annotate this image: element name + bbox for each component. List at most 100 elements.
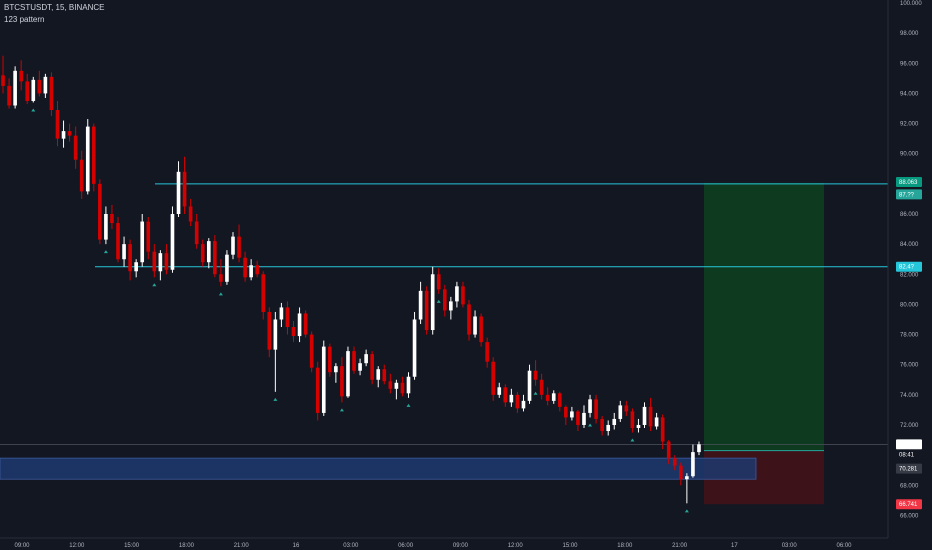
candle-body (509, 394, 514, 403)
candle-body (158, 253, 163, 272)
candle-body (43, 76, 48, 94)
candle-body (697, 444, 701, 453)
price-tags: 88.063 87.?? 82.4? 70.714 08:41 70.281 66.741 (896, 177, 922, 510)
candle-body (400, 382, 405, 394)
candle-body (279, 307, 284, 320)
target-price-tag-label: 88.063 (899, 180, 918, 186)
time-tick-label: 15:00 (124, 543, 140, 549)
candle-body (382, 369, 387, 382)
lower-level-tag-bg (896, 261, 922, 272)
price-tick-label: 92.000 (900, 122, 919, 128)
price-tick-label: 82.000 (900, 272, 919, 278)
time-tick-label: 18:00 (179, 543, 195, 549)
candle-body (219, 274, 223, 282)
candle-body (679, 465, 683, 480)
candle-body (164, 253, 169, 270)
candle-body (116, 223, 120, 260)
pattern-marker (588, 423, 593, 427)
indicator-name: 123 pattern (4, 15, 45, 24)
candle-body (291, 327, 296, 337)
time-tick-label: 09:00 (14, 543, 30, 549)
countdown-tag-bg (896, 449, 922, 460)
candle-body (285, 307, 290, 328)
candle-body (503, 387, 508, 403)
candle-body (261, 274, 266, 312)
candle-body (473, 316, 477, 335)
time-axis[interactable]: 09:00 12:00 15:00 18:00 21:00 16 03:00 06:00 09:… (0, 537, 888, 549)
candle-body (691, 452, 695, 477)
candle-body (570, 411, 574, 418)
zones-layer (0, 182, 824, 505)
candle-body (666, 441, 671, 459)
candle-body (37, 79, 42, 94)
price-tick-label: 68.000 (900, 483, 919, 489)
time-tick-label: 17 (731, 543, 738, 549)
candle-body (576, 411, 580, 425)
candle-body (497, 387, 502, 395)
price-tick-label: 74.000 (900, 393, 919, 399)
candle-body (7, 85, 11, 106)
pattern-marker (630, 438, 635, 442)
candle-body (412, 319, 417, 377)
candle-body (660, 417, 665, 442)
candle-body (188, 206, 193, 222)
candle-body (358, 363, 362, 371)
candle-body (539, 379, 544, 395)
candle-body (91, 126, 96, 184)
candle-body (557, 393, 562, 407)
candle-body (231, 236, 235, 255)
markers-layer (31, 108, 689, 513)
time-tick-label: 21:00 (234, 543, 250, 549)
candle-body (406, 376, 411, 394)
upper-level-tag-bg (896, 189, 922, 200)
price-tick-label: 84.000 (900, 242, 919, 248)
candle-body (225, 254, 229, 282)
time-tick-label: 09:00 (453, 543, 469, 549)
pattern-marker (273, 397, 278, 401)
candle-body (479, 316, 483, 343)
time-tick-label: 15:00 (562, 543, 578, 549)
price-tick-label: 90.000 (900, 152, 919, 158)
time-tick-label: 12:00 (508, 543, 524, 549)
price-tick-label: 96.000 (900, 61, 919, 67)
candle-body (25, 81, 30, 101)
candle-body (110, 213, 114, 224)
candle-body (515, 394, 520, 409)
candle-body (73, 135, 78, 160)
candle-body (255, 265, 260, 275)
time-tick-label: 12:00 (69, 543, 85, 549)
candle-body (424, 290, 429, 331)
candle-body (309, 334, 314, 368)
pattern-marker (684, 509, 689, 513)
candle-body (328, 346, 332, 373)
upper-level-tag-label: 87.?? (899, 192, 915, 198)
price-tick-label: 86.000 (900, 212, 919, 218)
candle-body (128, 244, 132, 272)
price-tick-label: 66.000 (900, 513, 919, 519)
candle-body (672, 458, 677, 466)
candle-body (527, 370, 532, 401)
candle-body (334, 366, 338, 373)
zone-price-tag-bg (896, 463, 922, 474)
candle-body (594, 399, 598, 419)
pattern-marker (31, 108, 36, 112)
candle-body (182, 171, 187, 207)
candle-body (31, 79, 36, 101)
candle-body (315, 367, 320, 413)
candle-body (636, 424, 641, 428)
candle-body (600, 418, 604, 432)
candle-body (79, 159, 84, 192)
candle-body (461, 286, 465, 305)
pattern-marker (339, 408, 344, 412)
candle-body (521, 400, 526, 409)
time-tick-label: 21:00 (672, 543, 688, 549)
candle-body (654, 417, 659, 427)
candle-body (346, 351, 350, 397)
price-tick-label: 94.000 (900, 91, 919, 97)
candle-body (394, 382, 399, 389)
stop-price-tag-label: 66.741 (899, 502, 918, 508)
pattern-marker (436, 299, 441, 303)
candle-body (170, 213, 175, 270)
candle-body (467, 304, 471, 335)
